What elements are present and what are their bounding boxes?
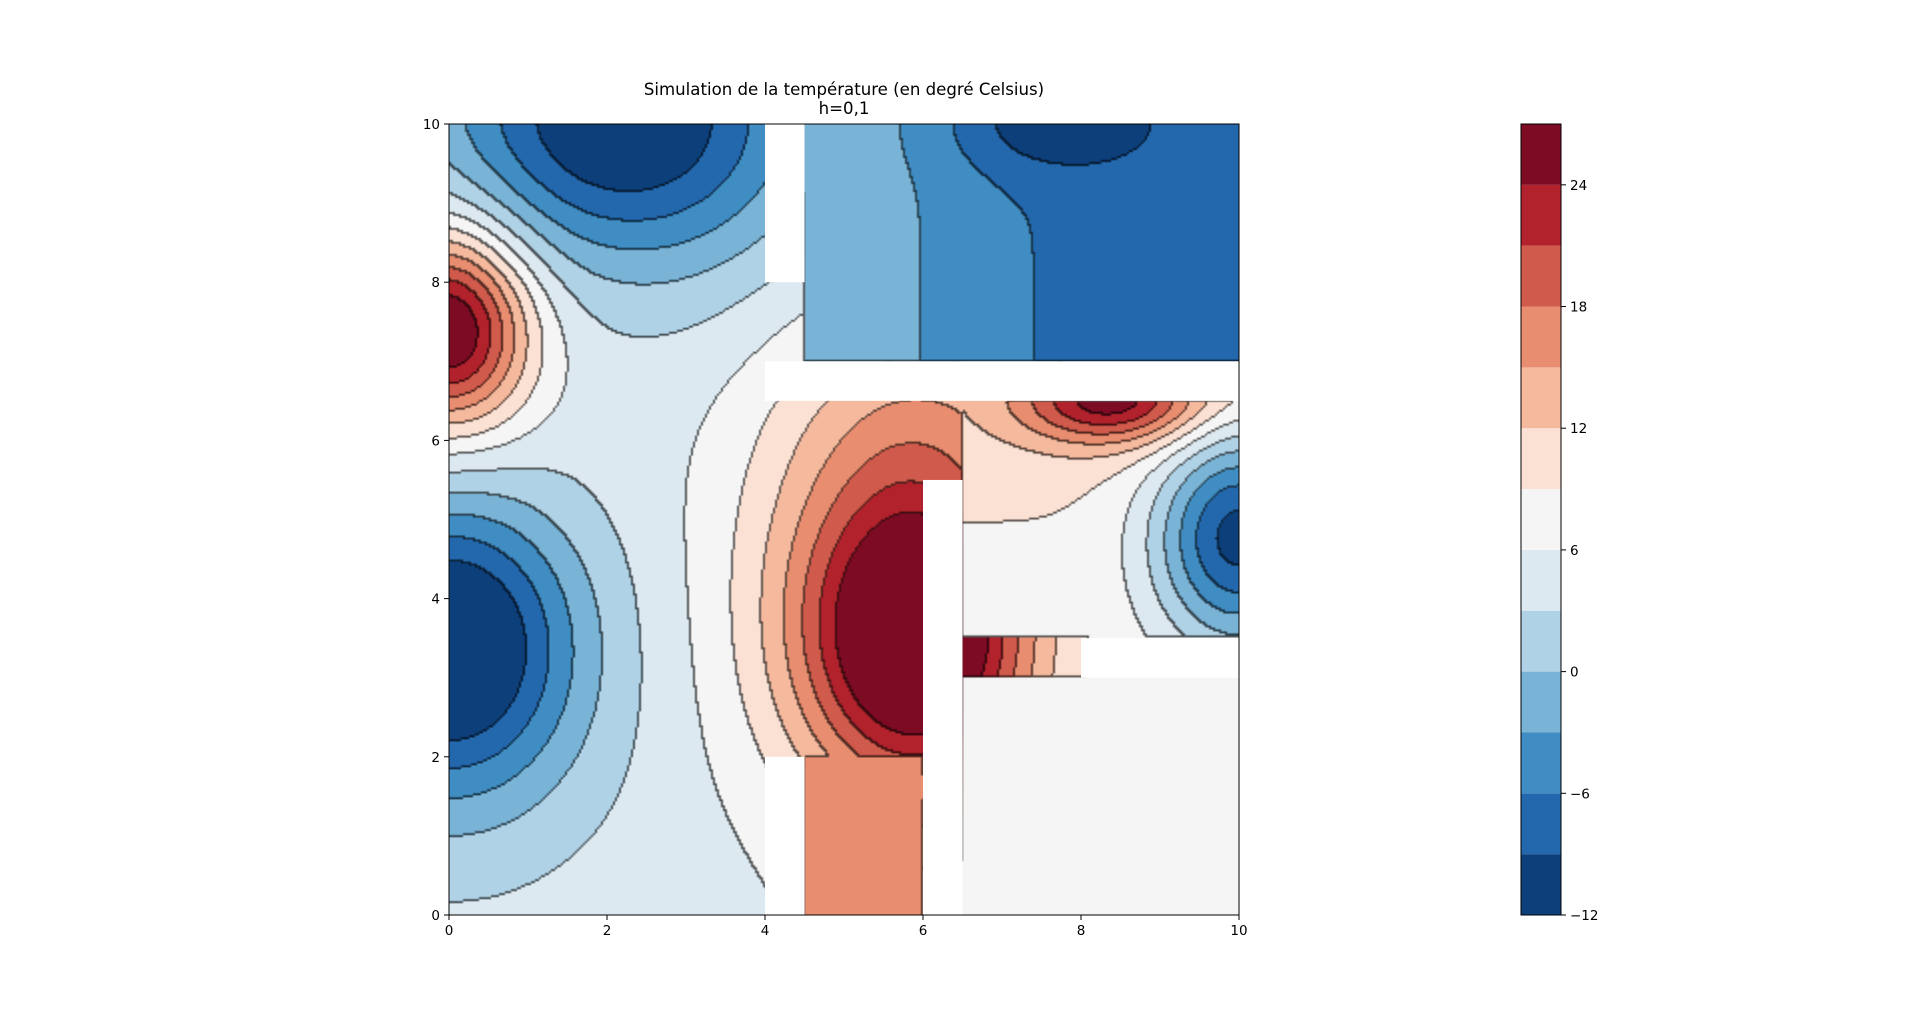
- colorbar-tick-label: −6: [1570, 786, 1590, 802]
- colorbar-frame: [1520, 123, 1562, 916]
- wall: [765, 756, 805, 915]
- temperature-field: [449, 124, 1239, 915]
- y-axis: 0 2 4 6 8 10: [423, 117, 449, 924]
- colorbar-bands: [1521, 124, 1561, 915]
- colorbar-band: [1521, 367, 1561, 429]
- y-tick-label: 10: [423, 117, 440, 133]
- y-tick-label: 8: [431, 275, 440, 291]
- x-tick-label: 0: [445, 923, 454, 939]
- colorbar-ticks: −12 −6 0 6 12 18 24: [1561, 178, 1599, 924]
- chart-subtitle: h=0,1: [818, 99, 870, 118]
- colorbar-tick-label: −12: [1570, 908, 1599, 924]
- colorbar-tick-label: 12: [1570, 421, 1587, 437]
- chart-title: Simulation de la température (en degré C…: [643, 80, 1045, 99]
- x-tick-label: 10: [1230, 923, 1247, 939]
- colorbar-band: [1521, 610, 1561, 672]
- colorbar-tick-label: 6: [1570, 543, 1579, 559]
- wall: [765, 124, 805, 283]
- x-tick-label: 2: [603, 923, 612, 939]
- wall: [1081, 638, 1239, 678]
- walls: [765, 124, 1239, 915]
- contour-plot: [449, 124, 1239, 915]
- y-tick-label: 4: [431, 592, 440, 608]
- colorbar-band: [1521, 854, 1561, 915]
- colorbar-tick-label: 24: [1570, 178, 1587, 194]
- x-axis: 0 2 4 6 8 10: [445, 915, 1248, 939]
- y-tick-label: 2: [431, 750, 440, 766]
- colorbar-tick-label: 0: [1570, 665, 1579, 681]
- y-tick-label: 0: [431, 908, 440, 924]
- colorbar-band: [1521, 184, 1561, 246]
- colorbar-band: [1521, 671, 1561, 733]
- colorbar-tick-label: 18: [1570, 300, 1587, 316]
- colorbar-band: [1521, 124, 1561, 185]
- colorbar: −12 −6 0 6 12 18 24: [1520, 123, 1599, 924]
- colorbar-band: [1521, 306, 1561, 368]
- colorbar-band: [1521, 428, 1561, 490]
- x-tick-label: 6: [919, 923, 928, 939]
- colorbar-band: [1521, 245, 1561, 307]
- plot-frame: [448, 123, 1240, 916]
- colorbar-band: [1521, 793, 1561, 855]
- x-tick-label: 4: [761, 923, 770, 939]
- x-tick-label: 8: [1077, 923, 1086, 939]
- y-tick-label: 6: [431, 433, 440, 449]
- colorbar-band: [1521, 489, 1561, 550]
- colorbar-band: [1521, 732, 1561, 794]
- wall: [923, 479, 963, 915]
- colorbar-band: [1521, 549, 1561, 611]
- wall: [765, 361, 1239, 401]
